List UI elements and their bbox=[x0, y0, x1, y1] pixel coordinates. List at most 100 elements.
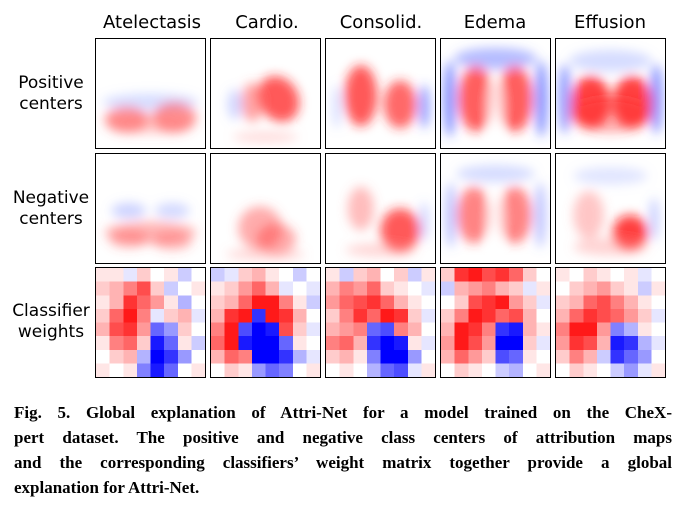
weight-cell bbox=[481, 308, 496, 323]
weight-cell bbox=[569, 281, 584, 296]
weight-cell bbox=[136, 363, 151, 377]
weight-cell bbox=[407, 349, 422, 364]
weight-cell bbox=[366, 349, 381, 364]
weight-cell bbox=[251, 363, 266, 377]
weight-cell bbox=[265, 349, 280, 364]
weight-cell bbox=[522, 349, 537, 364]
positive-center-effusion bbox=[555, 38, 666, 149]
weight-cell bbox=[651, 308, 665, 323]
weight-cell bbox=[136, 295, 151, 309]
weight-cell bbox=[164, 308, 178, 323]
row-label-line: Positive bbox=[18, 73, 84, 93]
weight-cell bbox=[522, 308, 537, 323]
weight-cell bbox=[279, 281, 293, 296]
weight-cell bbox=[292, 322, 307, 337]
weight-cell bbox=[353, 281, 367, 296]
weight-cell bbox=[279, 336, 293, 350]
weight-cell bbox=[164, 295, 178, 309]
weight-cell bbox=[326, 322, 340, 337]
weight-cell bbox=[610, 336, 625, 350]
weight-cell bbox=[637, 268, 652, 282]
weight-cell bbox=[495, 336, 510, 350]
weight-cell bbox=[136, 281, 151, 296]
weight-cell bbox=[468, 363, 482, 377]
weight-cell bbox=[441, 336, 455, 350]
weight-cell bbox=[150, 322, 165, 337]
weight-cell bbox=[468, 336, 482, 350]
weight-cell bbox=[651, 268, 665, 282]
weight-cell bbox=[596, 322, 611, 337]
weight-cell bbox=[191, 308, 205, 323]
weight-cell bbox=[211, 363, 225, 377]
weight-cell bbox=[441, 281, 455, 296]
weight-cell bbox=[224, 268, 239, 282]
weight-cell bbox=[366, 363, 381, 377]
weight-cell bbox=[136, 322, 151, 337]
weight-cell bbox=[468, 295, 482, 309]
weight-cell bbox=[279, 363, 293, 377]
weight-cell bbox=[96, 363, 110, 377]
weight-cell bbox=[164, 268, 178, 282]
weight-cell bbox=[96, 295, 110, 309]
weight-cell bbox=[326, 281, 340, 296]
weight-cell bbox=[265, 308, 280, 323]
weight-cell bbox=[421, 295, 435, 309]
weight-cell bbox=[292, 281, 307, 296]
weight-cell bbox=[407, 363, 422, 377]
weight-cell bbox=[556, 268, 570, 282]
weight-cell bbox=[441, 295, 455, 309]
weight-cell bbox=[224, 349, 239, 364]
weight-cell bbox=[326, 363, 340, 377]
weight-cell bbox=[651, 295, 665, 309]
weight-cell bbox=[394, 349, 408, 364]
positive-center-cardio bbox=[210, 38, 321, 149]
weight-cell bbox=[468, 349, 482, 364]
weight-cell bbox=[191, 295, 205, 309]
weight-cell bbox=[380, 363, 395, 377]
weight-cell bbox=[481, 363, 496, 377]
weight-cell bbox=[637, 336, 652, 350]
weight-cell bbox=[394, 363, 408, 377]
weight-cell bbox=[191, 268, 205, 282]
weight-cell bbox=[366, 268, 381, 282]
weight-cell bbox=[292, 308, 307, 323]
weight-cell bbox=[536, 322, 550, 337]
weight-cell bbox=[251, 295, 266, 309]
weight-cell bbox=[454, 322, 469, 337]
figure: Atelectasis Cardio. Consolid. Edema Effu… bbox=[12, 12, 666, 378]
weight-cell bbox=[96, 349, 110, 364]
weight-cell bbox=[366, 322, 381, 337]
weight-heatmap bbox=[556, 268, 665, 377]
weight-cell bbox=[353, 322, 367, 337]
weight-cell bbox=[536, 268, 550, 282]
weight-cell bbox=[509, 322, 523, 337]
weight-cell bbox=[421, 336, 435, 350]
weight-cell bbox=[265, 281, 280, 296]
weight-matrix-effusion bbox=[555, 267, 666, 378]
weight-cell bbox=[421, 281, 435, 296]
weight-cell bbox=[306, 363, 320, 377]
caption-line: and the corresponding classifiers’ weigh… bbox=[14, 453, 672, 472]
weight-cell bbox=[265, 268, 280, 282]
weight-matrix-atelectasis bbox=[95, 267, 206, 378]
weight-cell bbox=[150, 336, 165, 350]
weight-cell bbox=[509, 268, 523, 282]
weight-matrix-cardio bbox=[210, 267, 321, 378]
weight-cell bbox=[583, 349, 597, 364]
weight-cell bbox=[583, 322, 597, 337]
weight-cell bbox=[569, 322, 584, 337]
weight-cell bbox=[624, 268, 638, 282]
weight-cell bbox=[407, 308, 422, 323]
weight-heatmap bbox=[211, 268, 320, 377]
weight-cell bbox=[522, 281, 537, 296]
weight-cell bbox=[123, 295, 137, 309]
positive-center-atelectasis bbox=[95, 38, 206, 149]
weight-cell bbox=[407, 336, 422, 350]
weight-cell bbox=[96, 281, 110, 296]
weight-cell bbox=[596, 295, 611, 309]
weight-cell bbox=[211, 349, 225, 364]
weight-cell bbox=[624, 363, 638, 377]
weight-cell bbox=[481, 336, 496, 350]
weight-cell bbox=[569, 363, 584, 377]
weight-cell bbox=[279, 268, 293, 282]
